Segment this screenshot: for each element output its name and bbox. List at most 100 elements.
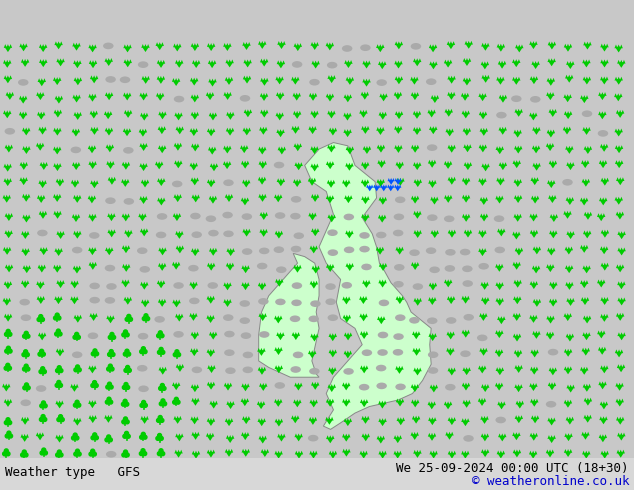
Polygon shape [5, 298, 8, 301]
Polygon shape [364, 196, 367, 200]
Polygon shape [605, 297, 609, 301]
Polygon shape [19, 112, 22, 115]
Polygon shape [498, 180, 503, 186]
Polygon shape [107, 415, 110, 418]
Polygon shape [378, 246, 382, 250]
Ellipse shape [172, 181, 183, 187]
Polygon shape [394, 451, 396, 454]
Polygon shape [8, 145, 10, 148]
Polygon shape [482, 45, 488, 51]
Circle shape [9, 434, 13, 438]
Polygon shape [316, 382, 320, 386]
Polygon shape [620, 45, 623, 48]
Polygon shape [259, 229, 262, 233]
Polygon shape [311, 402, 316, 407]
Polygon shape [467, 230, 470, 233]
Polygon shape [313, 230, 318, 236]
Polygon shape [259, 350, 264, 356]
Polygon shape [22, 419, 28, 425]
Polygon shape [446, 281, 451, 287]
Polygon shape [276, 368, 281, 373]
Polygon shape [61, 400, 64, 404]
Polygon shape [380, 316, 383, 320]
Polygon shape [380, 160, 383, 164]
Polygon shape [375, 186, 379, 191]
Polygon shape [53, 77, 56, 81]
Polygon shape [537, 61, 540, 65]
Polygon shape [245, 416, 248, 420]
Circle shape [143, 403, 147, 407]
Polygon shape [453, 92, 456, 96]
Ellipse shape [396, 384, 406, 390]
Polygon shape [300, 433, 303, 437]
Polygon shape [263, 78, 266, 81]
Polygon shape [56, 58, 60, 62]
Polygon shape [278, 76, 281, 80]
Polygon shape [500, 401, 503, 405]
Ellipse shape [445, 249, 456, 256]
Polygon shape [413, 92, 417, 96]
Polygon shape [481, 433, 484, 437]
Polygon shape [25, 265, 29, 269]
Polygon shape [261, 367, 264, 370]
Polygon shape [344, 94, 347, 98]
Polygon shape [604, 230, 607, 233]
Polygon shape [430, 160, 434, 164]
Polygon shape [461, 451, 464, 454]
Polygon shape [343, 113, 346, 116]
Polygon shape [567, 199, 573, 205]
Polygon shape [122, 245, 125, 249]
Circle shape [22, 353, 26, 357]
Polygon shape [378, 181, 384, 187]
Polygon shape [179, 160, 183, 164]
Polygon shape [280, 434, 283, 438]
Polygon shape [533, 177, 536, 181]
Polygon shape [587, 451, 590, 454]
Polygon shape [600, 314, 603, 318]
Circle shape [74, 403, 77, 407]
Polygon shape [467, 451, 470, 454]
Polygon shape [193, 177, 197, 181]
Polygon shape [362, 280, 365, 284]
Ellipse shape [243, 352, 253, 358]
Polygon shape [430, 299, 435, 305]
Polygon shape [299, 43, 302, 47]
Polygon shape [228, 418, 231, 422]
Polygon shape [178, 60, 181, 64]
Polygon shape [396, 435, 399, 439]
Polygon shape [415, 232, 420, 238]
Polygon shape [401, 178, 404, 182]
Polygon shape [516, 214, 519, 218]
Polygon shape [41, 265, 43, 269]
Polygon shape [141, 76, 145, 80]
Ellipse shape [205, 216, 216, 222]
Ellipse shape [259, 247, 269, 254]
Polygon shape [531, 435, 536, 441]
Polygon shape [497, 284, 502, 290]
Polygon shape [74, 45, 79, 50]
Polygon shape [535, 433, 538, 437]
Polygon shape [515, 449, 519, 453]
Ellipse shape [426, 78, 436, 85]
Polygon shape [88, 366, 91, 369]
Polygon shape [617, 401, 623, 407]
Polygon shape [588, 59, 591, 63]
Polygon shape [483, 61, 486, 65]
Polygon shape [616, 416, 619, 420]
Polygon shape [326, 94, 329, 98]
Polygon shape [79, 112, 82, 116]
Polygon shape [107, 161, 109, 165]
Polygon shape [295, 451, 298, 454]
Polygon shape [617, 385, 622, 391]
Ellipse shape [290, 366, 301, 373]
Polygon shape [444, 401, 447, 405]
Polygon shape [209, 418, 212, 422]
Polygon shape [586, 230, 589, 234]
Polygon shape [141, 179, 144, 183]
Polygon shape [229, 112, 232, 116]
Polygon shape [195, 163, 198, 166]
Polygon shape [159, 76, 162, 80]
Polygon shape [3, 195, 6, 198]
Polygon shape [552, 92, 555, 96]
Polygon shape [39, 432, 42, 436]
